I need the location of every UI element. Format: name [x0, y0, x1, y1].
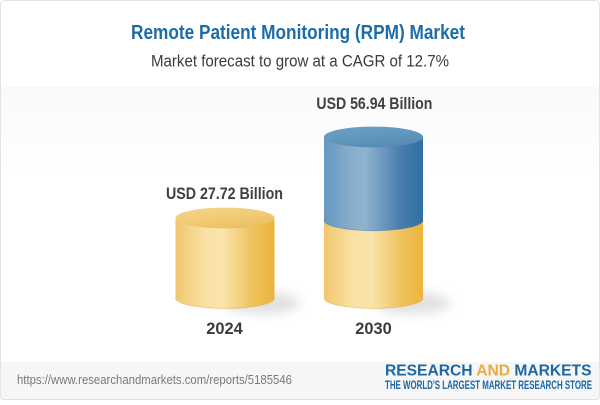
svg-text:https://www.researchandmarkets: https://www.researchandmarkets.com/repor… [17, 373, 292, 387]
svg-text:Market forecast to grow at a C: Market forecast to grow at a CAGR of 12.… [151, 52, 449, 71]
svg-text:USD 56.94 Billion: USD 56.94 Billion [316, 95, 432, 113]
svg-text:Remote Patient Monitoring (RPM: Remote Patient Monitoring (RPM) Market [131, 22, 465, 44]
svg-text:2024: 2024 [206, 320, 243, 338]
svg-text:RESEARCH AND MARKETS: RESEARCH AND MARKETS [385, 363, 592, 380]
svg-text:USD 27.72 Billion: USD 27.72 Billion [166, 185, 283, 203]
svg-text:THE WORLD'S LARGEST MARKET RES: THE WORLD'S LARGEST MARKET RESEARCH STOR… [385, 378, 592, 392]
svg-text:2030: 2030 [355, 320, 392, 338]
